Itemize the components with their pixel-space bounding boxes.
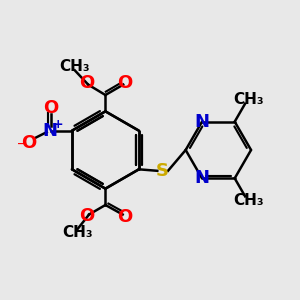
Text: N: N	[194, 113, 209, 131]
Text: N: N	[194, 169, 209, 187]
Text: O: O	[79, 74, 94, 92]
Text: O: O	[117, 208, 132, 226]
Text: O: O	[80, 207, 94, 225]
Text: O: O	[117, 74, 132, 92]
Text: O: O	[44, 99, 59, 117]
Text: O: O	[21, 134, 37, 152]
Text: S: S	[156, 162, 169, 180]
Text: CH₃: CH₃	[233, 194, 264, 208]
Text: CH₃: CH₃	[59, 59, 90, 74]
Text: ⁻: ⁻	[17, 140, 26, 155]
Text: +: +	[52, 118, 63, 130]
Text: CH₃: CH₃	[233, 92, 264, 106]
Text: CH₃: CH₃	[62, 225, 93, 240]
Text: N: N	[42, 122, 57, 140]
